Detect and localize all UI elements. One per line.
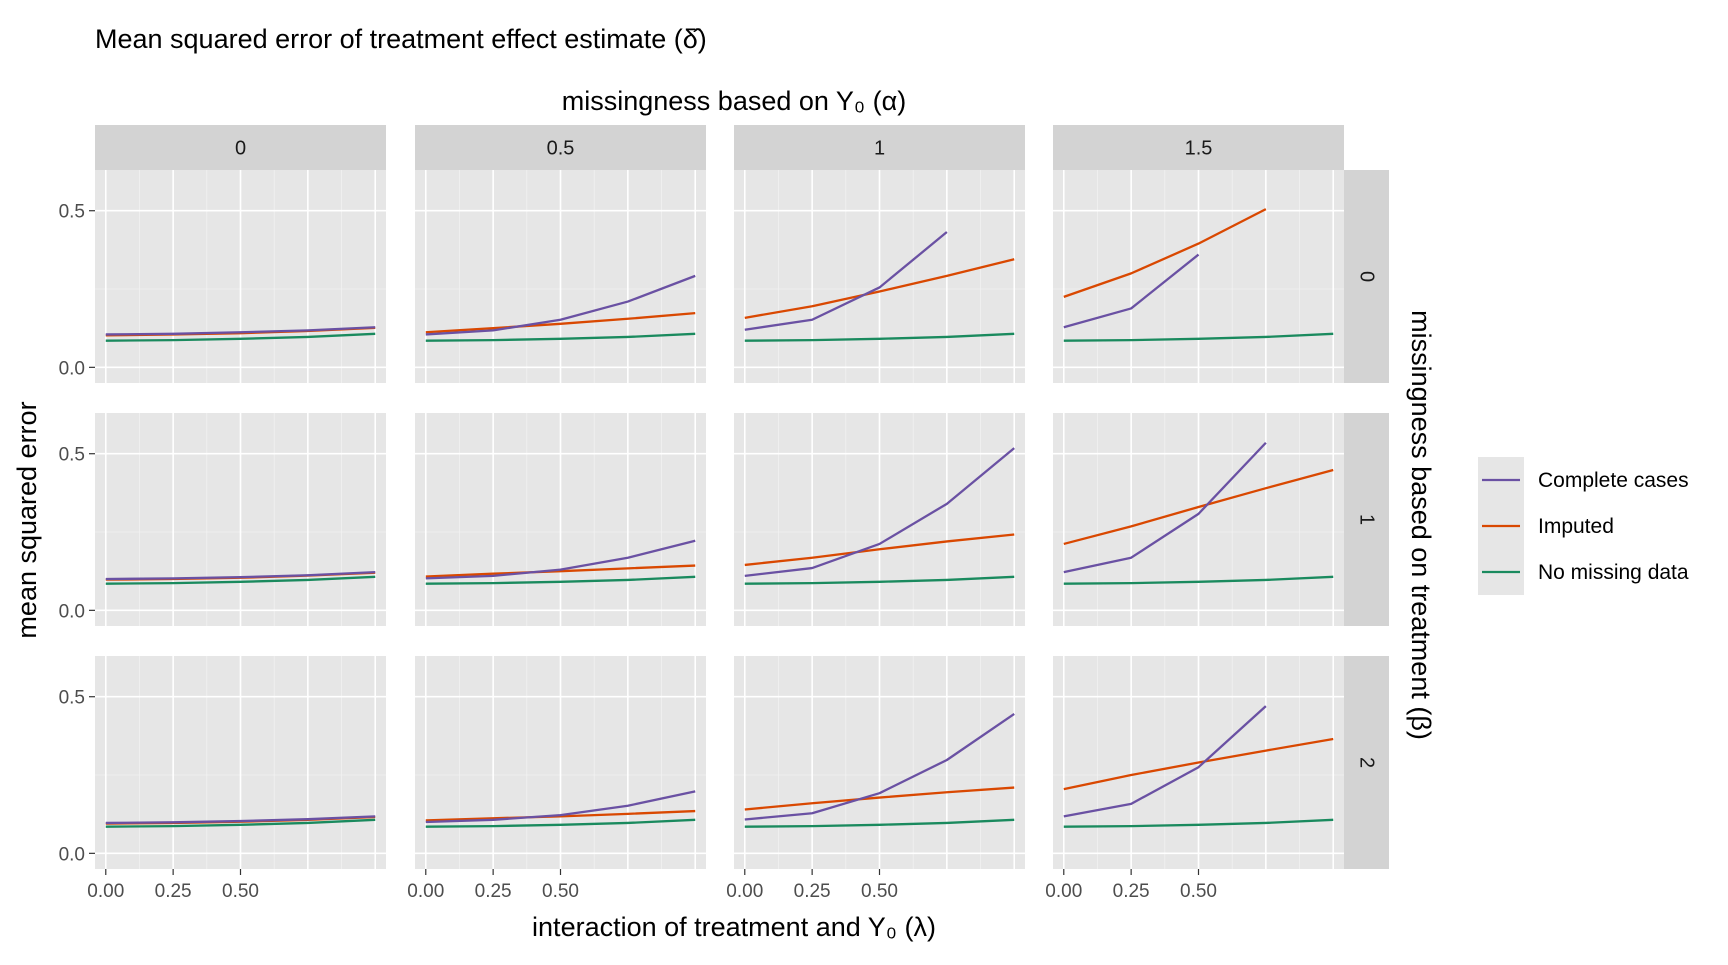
row-strip — [1344, 656, 1389, 869]
complete-cases-line — [1063, 253, 1200, 329]
x-tick-label: 0.25 — [1113, 881, 1150, 902]
x-tick-label: 0.00 — [1045, 881, 1082, 902]
no-missing-data-line — [744, 332, 1015, 342]
no-missing-data-line — [105, 818, 376, 828]
row-strip — [1344, 413, 1389, 626]
column-strip-label: 1 — [874, 138, 885, 160]
x-axis-title: interaction of treatment and Y₀ (λ) — [532, 912, 936, 942]
complete-cases-line — [425, 539, 696, 580]
complete-cases-line — [1063, 441, 1267, 574]
complete-cases-line — [105, 326, 376, 336]
imputed-line — [744, 786, 1015, 811]
x-tick-label: 0.50 — [542, 881, 579, 902]
imputed-line — [744, 258, 1015, 319]
imputed-line — [1063, 737, 1334, 791]
imputed-line — [744, 533, 1015, 567]
imputed-line — [1063, 468, 1334, 546]
y-tick-label: 0.5 — [59, 202, 85, 223]
x-tick-label: 0.50 — [861, 881, 898, 902]
column-strip — [734, 125, 1025, 170]
no-missing-data-line — [105, 332, 376, 342]
column-strip-label: 0.5 — [547, 138, 575, 160]
no-missing-data-line — [425, 332, 696, 342]
no-missing-data-line — [425, 575, 696, 585]
column-strip — [95, 125, 386, 170]
x-tick-label: 0.50 — [1180, 881, 1217, 902]
x-tick-label: 0.25 — [475, 881, 512, 902]
x-tick-label: 0.00 — [726, 881, 763, 902]
no-missing-data-line — [744, 575, 1015, 585]
column-strip-label: 0 — [235, 138, 246, 160]
x-tick-label: 0.50 — [222, 881, 259, 902]
complete-cases-line — [744, 447, 1015, 578]
x-tick-label: 0.25 — [794, 881, 831, 902]
y-axis-title: mean squared error — [12, 401, 42, 638]
row-strip-label: 0 — [1356, 271, 1378, 282]
no-missing-data-line — [1063, 575, 1334, 585]
chart-title: Mean squared error of treatment effect e… — [95, 24, 707, 54]
no-missing-data-line — [425, 818, 696, 828]
row-strip-label: 1 — [1356, 514, 1378, 525]
row-strip — [1344, 170, 1389, 383]
row-strip-label: 2 — [1356, 757, 1378, 768]
column-strip-label: 1.5 — [1185, 138, 1213, 160]
y-tick-label: 0.5 — [59, 445, 85, 466]
complete-cases-line — [744, 713, 1015, 821]
no-missing-data-line — [1063, 332, 1334, 342]
y-tick-label: 0.0 — [59, 844, 85, 865]
imputed-line — [425, 564, 696, 578]
complete-cases-line — [744, 231, 948, 331]
no-missing-data-line — [1063, 818, 1334, 828]
x-tick-label: 0.25 — [155, 881, 192, 902]
complete-cases-line — [105, 570, 376, 581]
x-tick-label: 0.00 — [87, 881, 124, 902]
imputed-line — [425, 312, 696, 334]
imputed-line — [1063, 208, 1267, 298]
y-tick-label: 0.5 — [59, 688, 85, 709]
no-missing-data-line — [744, 818, 1015, 828]
imputed-line — [425, 809, 696, 822]
complete-cases-line — [425, 790, 696, 824]
top-strip-title: missingness based on Y₀ (α) — [562, 86, 906, 116]
legend-label: Imputed — [1538, 515, 1614, 538]
legend-label: Complete cases — [1538, 469, 1689, 492]
complete-cases-line — [1063, 705, 1267, 818]
legend-label: No missing data — [1538, 561, 1689, 584]
complete-cases-line — [425, 274, 696, 336]
column-strip — [1053, 125, 1344, 170]
y-tick-label: 0.0 — [59, 358, 85, 379]
no-missing-data-line — [105, 575, 376, 585]
column-strip — [415, 125, 706, 170]
x-tick-label: 0.00 — [407, 881, 444, 902]
complete-cases-line — [105, 815, 376, 825]
right-strip-title: missingness based on treatment (β) — [1406, 310, 1436, 740]
y-tick-label: 0.0 — [59, 601, 85, 622]
